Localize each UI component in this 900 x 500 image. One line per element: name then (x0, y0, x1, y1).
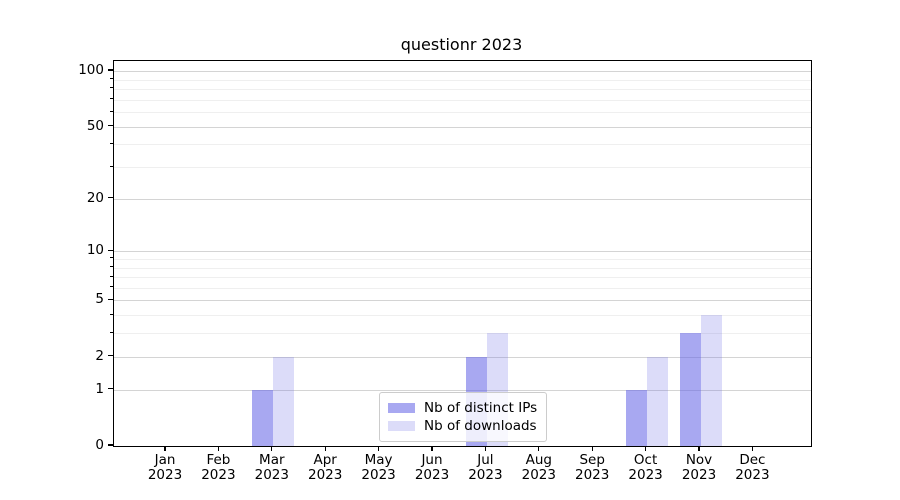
y-axis-label: 100 (78, 62, 104, 78)
x-axis-label: Aug 2023 (521, 452, 556, 483)
x-tickmark (378, 446, 380, 452)
y-tickmark (107, 69, 113, 71)
y-tickmark (107, 388, 113, 390)
y-minor-tickmark (110, 165, 113, 167)
legend: Nb of distinct IPs Nb of downloads (379, 392, 548, 442)
x-tickmark (271, 446, 273, 452)
x-tickmark (217, 446, 220, 452)
gridline-minor (114, 112, 811, 113)
y-axis-label: 2 (95, 347, 104, 364)
y-axis-label: 0 (95, 437, 104, 453)
y-minor-tickmark (110, 110, 113, 112)
legend-swatch-downloads-icon (388, 421, 415, 431)
y-axis-label: 5 (95, 291, 104, 308)
legend-swatch-distinct-ips-icon (388, 403, 415, 413)
y-tickmark (107, 249, 113, 251)
y-minor-tickmark (110, 313, 113, 315)
gridline-major (114, 251, 811, 253)
y-minor-tickmark (110, 331, 113, 333)
gridline-major (114, 198, 811, 200)
x-axis-label: Nov 2023 (681, 452, 717, 483)
legend-label-downloads: Nb of downloads (424, 418, 537, 434)
x-axis-label: Jun 2023 (414, 452, 450, 483)
bar-downloads-oct (647, 356, 669, 446)
x-tickmark (751, 446, 754, 452)
y-axis-label: 10 (86, 242, 104, 259)
x-tickmark (431, 446, 433, 452)
gridline-minor (114, 167, 811, 168)
y-tickmark (107, 355, 113, 357)
y-minor-tickmark (110, 142, 113, 144)
y-minor-tickmark (110, 275, 113, 277)
gridline-minor (114, 277, 811, 278)
y-tickmark (107, 298, 113, 301)
y-minor-tickmark (110, 87, 113, 89)
y-axis-label: 50 (86, 117, 104, 134)
x-tickmark (538, 446, 540, 452)
x-axis-label: Jan 2023 (147, 452, 183, 483)
y-minor-tickmark (110, 257, 113, 259)
bar-distinct-ips-mar (252, 389, 274, 446)
x-axis-label: Mar 2023 (254, 452, 289, 483)
x-axis-label: Sep 2023 (575, 452, 610, 483)
bar-downloads-mar (273, 356, 295, 446)
x-tickmark (324, 446, 326, 452)
y-tickmark (107, 124, 113, 127)
x-tickmark (645, 446, 647, 452)
legend-label-distinct-ips: Nb of distinct IPs (424, 400, 538, 416)
y-tickmark (107, 197, 113, 199)
y-tickmark (107, 444, 113, 446)
x-axis-label: Dec 2023 (735, 452, 770, 483)
gridline-minor (114, 99, 811, 101)
y-axis-label: 20 (86, 189, 104, 206)
x-tickmark (698, 446, 700, 452)
x-axis-label: Jul 2023 (468, 452, 503, 483)
gridline-minor (114, 79, 811, 81)
legend-item-downloads: Nb of downloads (388, 418, 537, 434)
legend-item-distinct-ips: Nb of distinct IPs (388, 400, 537, 416)
chart-title: questionr 2023 (400, 35, 523, 54)
y-minor-tickmark (110, 78, 113, 79)
x-tickmark (164, 446, 166, 452)
bar-downloads-nov (700, 315, 722, 446)
y-minor-tickmark (110, 286, 113, 288)
gridline-major (114, 71, 811, 72)
gridline-minor (114, 258, 811, 260)
gridline-major (114, 356, 811, 358)
x-tickmark (591, 446, 593, 452)
gridline-major (114, 389, 811, 391)
x-axis-label: May 2023 (361, 452, 396, 483)
y-axis-label: 1 (95, 380, 104, 397)
x-tickmark (484, 446, 487, 452)
gridline-major (114, 300, 811, 302)
y-minor-tickmark (110, 266, 113, 267)
gridline-major (114, 126, 811, 128)
y-minor-tickmark (110, 98, 113, 100)
gridline-minor (114, 144, 811, 146)
bar-distinct-ips-oct (626, 389, 648, 446)
gridline-minor (114, 333, 811, 335)
x-axis-label: Apr 2023 (308, 452, 343, 483)
bar-distinct-ips-nov (679, 333, 701, 446)
gridline-minor (114, 287, 811, 289)
gridline-minor (114, 88, 811, 90)
plot-area (113, 60, 812, 447)
x-axis-label: Feb 2023 (201, 452, 236, 483)
gridline-minor (114, 267, 811, 269)
gridline-minor (114, 315, 811, 317)
x-axis-label: Oct 2023 (628, 452, 663, 483)
